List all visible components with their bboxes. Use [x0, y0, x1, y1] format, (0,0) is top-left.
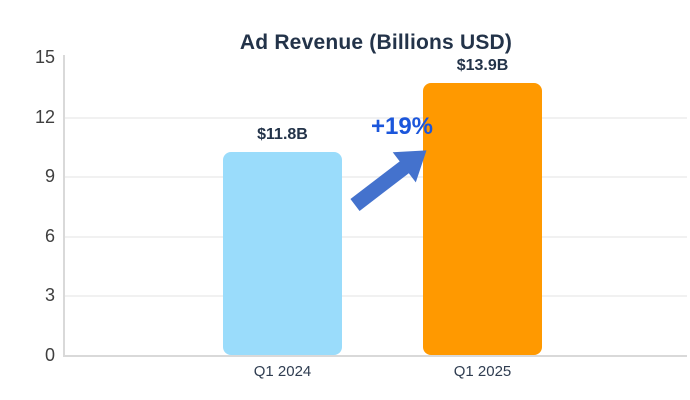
- y-tick-label: 12: [34, 106, 55, 127]
- y-axis-line: [63, 55, 65, 357]
- x-axis: Q1 2024 Q1 2025: [65, 363, 687, 386]
- y-tick-label: 15: [34, 47, 55, 67]
- chart-title: Ad Revenue (Billions USD): [239, 31, 513, 54]
- plot-area: +19% $11.8B $13.9B: [65, 57, 687, 355]
- y-tick-label: 6: [44, 225, 55, 246]
- gridline: [65, 235, 687, 238]
- bar-q1-2024: [223, 152, 342, 355]
- x-axis-line: [63, 355, 687, 357]
- value-label: $11.8B: [257, 126, 308, 144]
- value-label: $13.9B: [456, 56, 509, 74]
- x-tick-label: Q1 2025: [453, 363, 512, 380]
- y-tick-label: 9: [44, 166, 55, 187]
- y-tick-label: 0: [44, 345, 55, 365]
- growth-arrow-icon: [350, 150, 427, 211]
- bar-q1-2025: [423, 82, 542, 355]
- growth-annotation: +19%: [370, 113, 434, 140]
- gridline: [65, 176, 687, 179]
- gridline: [65, 295, 687, 298]
- x-tick-label: Q1 2024: [253, 363, 312, 380]
- y-axis: 0 3 6 9 12 15: [0, 0, 55, 400]
- y-tick-label: 3: [44, 285, 55, 306]
